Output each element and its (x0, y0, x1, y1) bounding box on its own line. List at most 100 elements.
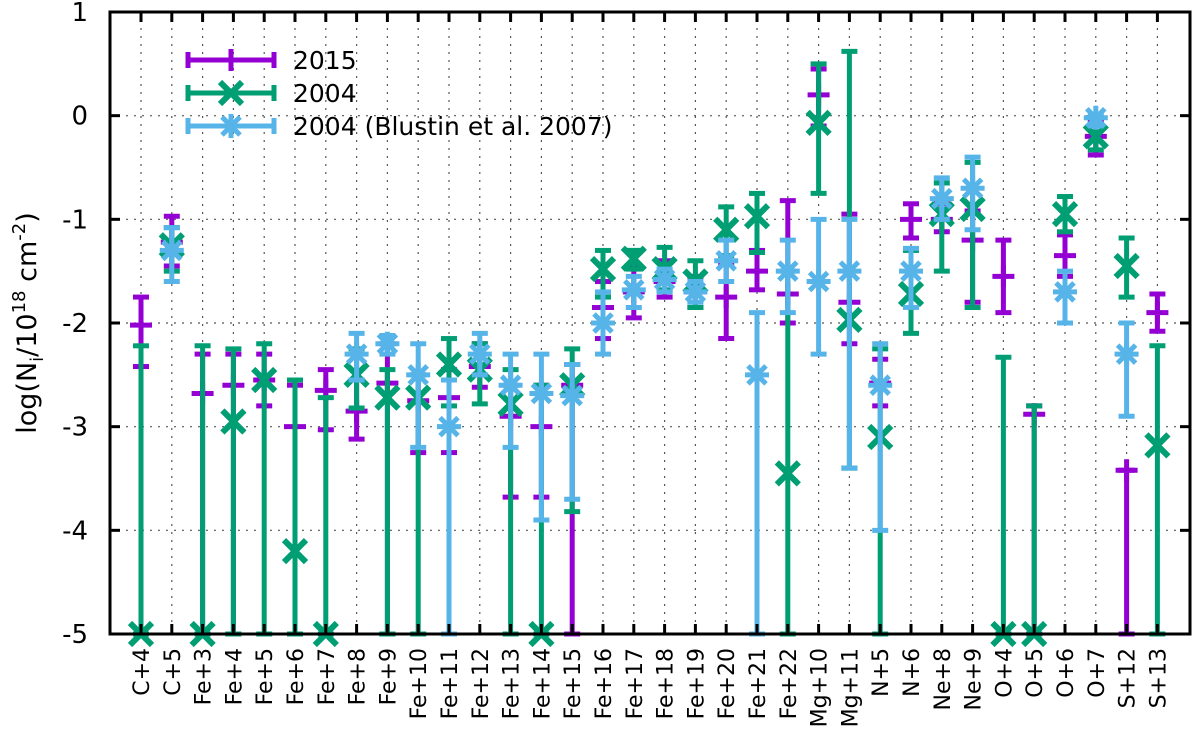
legend-label: 2015 (293, 46, 357, 75)
marker-star (561, 384, 583, 407)
data-point (1083, 105, 1108, 130)
marker-star (715, 250, 737, 272)
x-tick-label: Ne+8 (931, 648, 956, 710)
marker-star (438, 415, 460, 438)
x-tick-label: Fe+11 (438, 648, 463, 719)
x-tick-label: O+4 (992, 648, 1017, 698)
x-tick-label: Fe+16 (592, 648, 617, 719)
y-tick-label: 1 (71, 0, 88, 28)
marker-star (869, 374, 891, 396)
data-point (1053, 268, 1077, 326)
x-tick-label: S+13 (1146, 648, 1171, 708)
data-point (312, 395, 339, 648)
x-tick-label: Fe+4 (222, 648, 247, 705)
x-tick-label: N+5 (869, 648, 894, 697)
data-point (929, 175, 954, 222)
x-tick-label: Mg+11 (838, 648, 863, 727)
data-point (714, 237, 739, 285)
marker-star (499, 374, 522, 396)
data-point (746, 247, 768, 293)
marker-cross (1144, 432, 1171, 459)
data-point (992, 237, 1015, 316)
grid (110, 12, 1190, 634)
marker-cross (217, 79, 245, 107)
y-axis: 1 0 -1 -2 -3 -4 -5 (62, 0, 1190, 650)
marker-cross (251, 366, 278, 394)
data-point (220, 346, 247, 637)
data-point (960, 154, 985, 233)
data-point (1144, 343, 1171, 637)
data-point (159, 225, 184, 285)
marker-star (746, 364, 768, 386)
x-tick-label: Fe+9 (376, 648, 401, 705)
x-tick-label: Fe+22 (777, 648, 802, 719)
x-tick-label: Fe+7 (315, 648, 340, 705)
x-tick-label: Fe+15 (561, 648, 586, 719)
marker-star (592, 312, 614, 334)
marker-star (345, 343, 368, 365)
marker-star (777, 260, 799, 282)
y-tick-label: 0 (71, 102, 88, 132)
series-layer (127, 48, 1171, 648)
data-point (868, 341, 893, 533)
x-tick-label: Mg+10 (808, 648, 833, 727)
legend-entry: 2004 (Blustin et al. 2007) (185, 112, 613, 141)
marker-star (900, 260, 922, 282)
data-point (775, 237, 800, 316)
x-tick-label: Fe+18 (654, 648, 679, 719)
marker-star (653, 268, 676, 291)
marker-cross (805, 109, 832, 137)
data-point (1113, 235, 1140, 300)
data-point (837, 216, 862, 471)
marker-cross (281, 537, 309, 565)
x-tick-label: N+6 (900, 648, 925, 697)
data-point (745, 310, 769, 637)
marker-star (1115, 343, 1138, 365)
x-tick-label: Fe+6 (284, 648, 309, 705)
marker-cross (220, 408, 247, 435)
data-point (591, 289, 615, 357)
marker-star (376, 332, 399, 355)
marker-star (530, 382, 553, 405)
x-tick-label: Fe+12 (469, 648, 494, 719)
marker-star (838, 260, 861, 282)
x-tick-label: Ne+9 (962, 648, 987, 710)
data-point (251, 341, 278, 637)
data-point (683, 279, 708, 305)
x-tick-label: O+7 (1085, 648, 1110, 698)
data-point (621, 273, 646, 310)
marker-star (1054, 281, 1076, 303)
marker-star (407, 364, 429, 386)
legend-label: 2004 (293, 79, 357, 108)
legend-entry: 2004 (185, 79, 357, 108)
data-point (1114, 320, 1139, 419)
marker-cross (620, 245, 647, 272)
x-axis: C+4 C+5 Fe+3 Fe+4 Fe+5 Fe+6 Fe+7 Fe+8 Fe+9 Fe+10 F… (130, 12, 1171, 727)
series-0 (130, 66, 1169, 637)
data-point (437, 377, 461, 637)
y-tick-label: -5 (62, 620, 88, 650)
data-point (990, 354, 1017, 648)
data-point (1021, 403, 1048, 648)
x-tick-label: Fe+21 (746, 648, 771, 719)
marker-cross (713, 216, 740, 243)
marker-star (931, 187, 953, 210)
data-point (743, 190, 771, 256)
y-tick-label: -4 (62, 516, 88, 546)
marker-cross (589, 255, 617, 283)
marker-star (623, 279, 645, 301)
x-tick-label: C+4 (130, 648, 155, 696)
marker-cross (1082, 123, 1109, 150)
marker-star (807, 270, 830, 293)
x-tick-label: Fe+8 (346, 648, 371, 705)
marker-cross (774, 460, 801, 487)
data-point (529, 351, 554, 523)
data-point (406, 341, 431, 450)
data-point (498, 351, 523, 450)
x-tick-label: Fe+3 (192, 648, 217, 705)
marker-star (961, 177, 984, 200)
marker-cross (1113, 252, 1140, 280)
data-point (281, 377, 309, 637)
x-tick-label: Fe+14 (530, 648, 555, 719)
y-axis-label: log(Ni/1018 cm-2) (9, 212, 48, 434)
